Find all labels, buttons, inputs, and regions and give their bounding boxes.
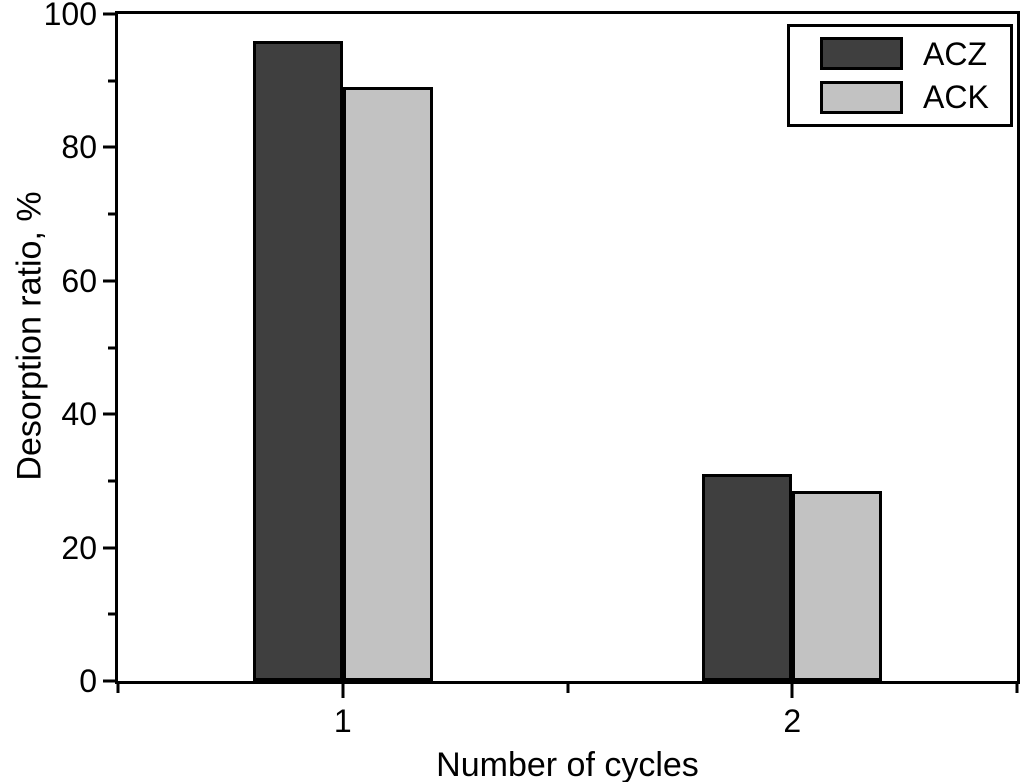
x-minor-tick bbox=[116, 684, 120, 693]
y-tick-label: 60 bbox=[61, 262, 97, 299]
legend: ACZ ACK bbox=[787, 24, 1013, 127]
y-major-tick bbox=[103, 279, 115, 283]
y-minor-tick bbox=[108, 479, 115, 483]
x-tick-label: 1 bbox=[333, 703, 352, 739]
bar-ack-2 bbox=[792, 490, 883, 681]
x-minor-tick bbox=[566, 684, 569, 693]
y-major-tick bbox=[103, 412, 115, 416]
bar-acz-1 bbox=[252, 40, 343, 681]
y-major-tick bbox=[103, 679, 115, 683]
y-major-tick bbox=[103, 12, 115, 16]
y-minor-tick bbox=[108, 212, 115, 216]
legend-label-ack: ACK bbox=[923, 79, 989, 116]
y-tick-label: 20 bbox=[61, 529, 97, 566]
x-major-tick bbox=[790, 684, 794, 698]
x-minor-tick bbox=[1015, 684, 1019, 693]
bar-acz-2 bbox=[702, 474, 793, 681]
y-minor-tick bbox=[108, 612, 115, 616]
x-tick-label: 2 bbox=[783, 703, 802, 739]
legend-item-acz: ACZ bbox=[820, 35, 1010, 72]
y-tick-label: 0 bbox=[79, 663, 97, 699]
y-major-tick bbox=[103, 145, 115, 149]
y-minor-tick bbox=[108, 346, 115, 349]
x-major-tick bbox=[341, 684, 345, 698]
y-tick-label: 100 bbox=[43, 0, 97, 32]
legend-swatch-acz bbox=[820, 37, 903, 71]
y-major-tick bbox=[103, 546, 115, 550]
x-axis-title: Number of cycles bbox=[436, 746, 699, 782]
y-minor-tick bbox=[108, 79, 115, 83]
bar-ack-1 bbox=[342, 87, 433, 681]
y-tick-label: 80 bbox=[61, 129, 97, 166]
legend-item-ack: ACK bbox=[820, 79, 1010, 116]
y-tick-label: 40 bbox=[61, 396, 97, 433]
legend-label-acz: ACZ bbox=[923, 35, 987, 72]
legend-swatch-ack bbox=[820, 80, 903, 114]
y-axis-title: Desorption ratio, % bbox=[10, 191, 49, 481]
